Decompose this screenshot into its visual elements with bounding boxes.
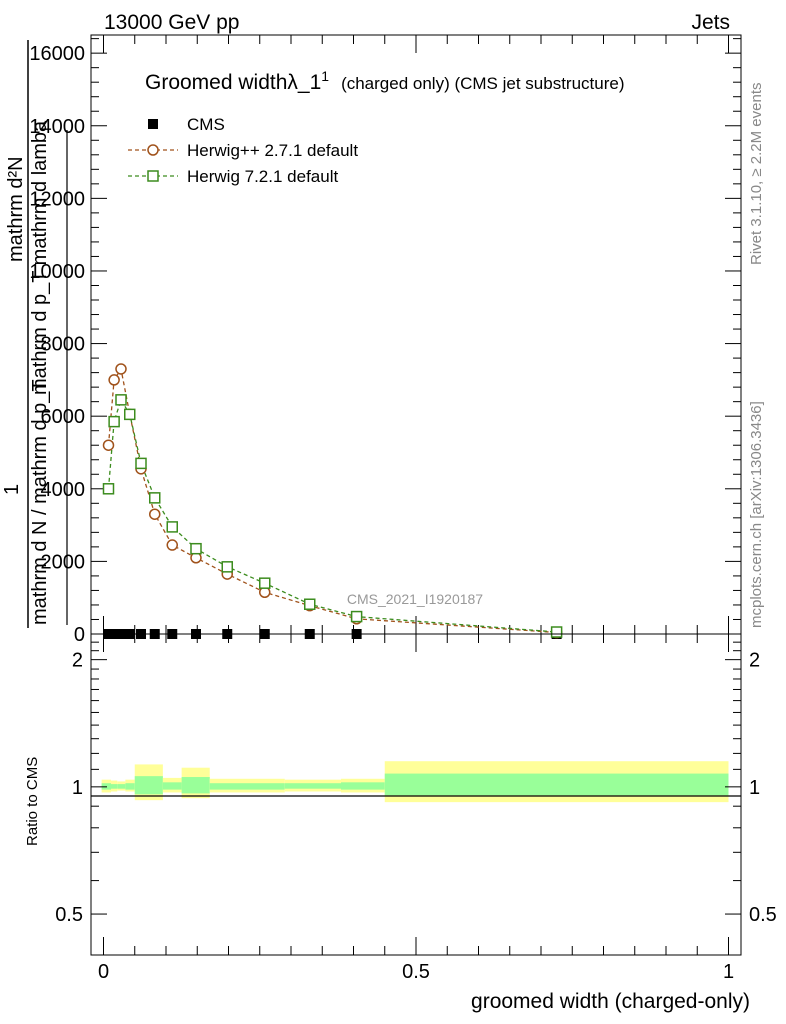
x-tick-label: 0 <box>98 961 109 983</box>
ratio-band-inner <box>209 783 285 790</box>
herwigpp-point <box>166 539 178 551</box>
herwig7-point <box>115 394 127 406</box>
ratio-y-tick-label: 0.5 <box>55 904 83 926</box>
herwig7-point <box>221 561 233 573</box>
herwig7-point <box>259 577 271 589</box>
x-tick-labels: 0 0.5 1 <box>98 961 734 983</box>
main-y-tick-label: 16000 <box>29 43 85 65</box>
x-tick-label: 1 <box>723 961 734 983</box>
main-y-tick-label: 10000 <box>29 261 85 283</box>
legend-cms-label: CMS <box>187 115 225 134</box>
y-axis-label: mathrm d²N mathrm d p_T mathrm d lamba 1… <box>1 40 68 628</box>
ratio-band-inner <box>117 784 126 789</box>
ratio-band-inner <box>162 782 182 790</box>
ratio-band-inner <box>134 776 163 795</box>
ratio-ticks <box>91 634 741 955</box>
main-y-tick-labels: 0 2000 4000 6000 8000 10000 12000 14000 16000 <box>29 43 85 646</box>
herwigpp-point <box>149 508 161 520</box>
herwigpp-point <box>115 363 127 375</box>
main-y-tick-label: 14000 <box>29 116 85 138</box>
ratio-y-tick-label-right: 1 <box>749 777 760 799</box>
y-label-line-1: mathrm d²N <box>5 156 27 262</box>
ratio-y-axis-label: Ratio to CMS <box>24 757 41 846</box>
legend-herwig7-marker <box>147 170 159 182</box>
herwigpp-point <box>102 439 115 451</box>
ratio-y-tick-label-right: 0.5 <box>749 904 777 926</box>
herwigpp-point <box>108 374 120 386</box>
chart-title: Groomed widthλ_11 (charged only) (CMS jet… <box>145 68 625 94</box>
herwig7-point <box>304 598 316 610</box>
main-y-tick-label: 8000 <box>41 334 86 356</box>
ratio-band-inner <box>341 782 385 790</box>
rivet-side-label: Rivet 3.1.10, ≥ 2.2M events <box>748 83 765 266</box>
herwigpp-line <box>107 367 557 634</box>
chart-title-main: Groomed widthλ_1 <box>145 71 321 94</box>
herwig7-point <box>108 415 120 428</box>
x-axis-label: groomed width (charged-only) <box>471 990 750 1013</box>
herwig7-point <box>149 492 161 504</box>
ratio-y-tick-labels: 0.5 0.5 1 1 2 2 <box>55 650 777 926</box>
y-label-line-3: 1 <box>1 484 23 495</box>
y-label-line-4: mathrm d N / mathrm d p_T <box>29 379 51 625</box>
ratio-y-tick-label-right: 2 <box>749 650 760 672</box>
y-label-line-2: mathrm d p_T mathrm d lamba <box>29 120 51 395</box>
ratio-y-tick-label: 1 <box>72 777 83 799</box>
ratio-bands <box>101 761 729 803</box>
ratio-band-inner <box>181 777 210 794</box>
header-left-label: 13000 GeV pp <box>104 11 239 34</box>
legend-herwigpp-label: Herwig++ 2.7.1 default <box>187 141 358 160</box>
main-y-tick-label: 2000 <box>41 551 86 573</box>
herwig7-point <box>135 457 147 470</box>
main-y-tick-label: 6000 <box>41 406 86 428</box>
ratio-band-inner <box>111 784 118 789</box>
x-tick-label: 0.5 <box>402 961 430 983</box>
herwig7-point <box>550 626 563 638</box>
main-curves <box>102 363 563 639</box>
legend-herwigpp-marker <box>147 144 159 156</box>
legend: CMS Herwig++ 2.7.1 default Herwig 7.2.1 … <box>128 115 358 186</box>
legend-herwig7-label: Herwig 7.2.1 default <box>187 167 338 186</box>
herwig7-point <box>102 483 115 495</box>
header-right-label: Jets <box>691 11 730 34</box>
ratio-band-inner <box>284 783 341 789</box>
main-y-tick-label: 0 <box>74 624 85 646</box>
herwig7-point <box>350 610 363 623</box>
main-y-tick-label: 4000 <box>41 479 86 501</box>
legend-cms-marker <box>148 119 158 129</box>
chart-title-sup: 1 <box>321 68 329 84</box>
mcplots-side-label: mcplots.cern.ch [arXiv:1306.3436] <box>748 401 765 628</box>
ratio-y-tick-label: 2 <box>72 650 83 672</box>
ratio-band-inner <box>384 773 729 796</box>
analysis-watermark: CMS_2021_I1920187 <box>347 591 483 607</box>
herwig7-point <box>166 521 178 533</box>
main-y-tick-label: 12000 <box>29 188 85 210</box>
chart-subtitle: (charged only) (CMS jet substructure) <box>341 74 624 93</box>
herwig7-point <box>124 408 136 421</box>
herwig7-line <box>107 398 557 633</box>
ratio-band-inner <box>125 783 135 790</box>
herwig7-point <box>190 542 202 555</box>
